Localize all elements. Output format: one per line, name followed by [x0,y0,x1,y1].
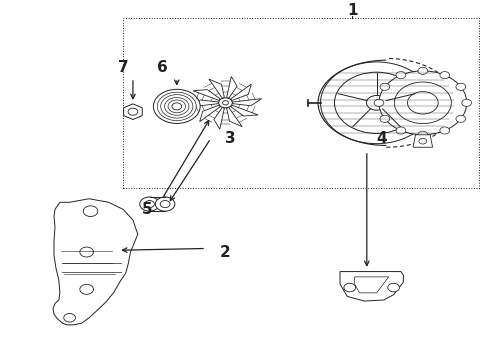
Circle shape [145,201,154,208]
Polygon shape [231,105,258,116]
Polygon shape [340,271,403,301]
Circle shape [80,247,94,257]
Text: 3: 3 [225,131,236,146]
Polygon shape [227,108,242,127]
Polygon shape [233,99,262,106]
Polygon shape [231,84,251,100]
Circle shape [172,103,182,110]
Circle shape [374,99,384,106]
Circle shape [462,99,471,106]
Polygon shape [413,135,433,147]
Text: 5: 5 [142,202,153,217]
Text: 2: 2 [220,244,231,260]
Polygon shape [53,199,138,325]
Circle shape [157,92,196,121]
Text: 6: 6 [157,60,168,75]
Circle shape [419,138,427,144]
Circle shape [222,101,228,105]
Polygon shape [355,277,389,293]
Circle shape [128,108,138,115]
Circle shape [168,100,186,113]
Polygon shape [214,108,224,129]
Circle shape [379,71,466,135]
Text: 1: 1 [347,3,357,18]
Bar [123,18,479,188]
Polygon shape [227,77,237,98]
Polygon shape [209,79,224,98]
Circle shape [380,115,390,122]
Circle shape [418,131,428,138]
Circle shape [80,284,94,294]
Circle shape [418,67,428,75]
Circle shape [396,72,406,79]
Circle shape [367,95,387,110]
Circle shape [388,283,399,292]
Circle shape [160,201,170,208]
Circle shape [440,127,450,134]
Circle shape [161,95,193,118]
Circle shape [64,314,75,322]
Circle shape [140,197,159,211]
Circle shape [380,83,390,90]
Text: 7: 7 [118,60,128,75]
Circle shape [396,127,406,134]
Circle shape [83,206,98,216]
Circle shape [440,72,450,79]
Circle shape [320,62,433,144]
Circle shape [394,82,451,123]
Circle shape [408,92,438,114]
Circle shape [219,98,232,108]
Polygon shape [123,104,142,120]
Circle shape [165,98,189,115]
Circle shape [155,197,175,211]
Circle shape [456,83,466,90]
Polygon shape [199,105,220,122]
Circle shape [456,115,466,122]
Circle shape [153,89,200,123]
Text: 4: 4 [376,131,387,146]
Circle shape [335,72,418,134]
Polygon shape [193,90,220,100]
Polygon shape [190,100,218,107]
Circle shape [344,283,356,292]
